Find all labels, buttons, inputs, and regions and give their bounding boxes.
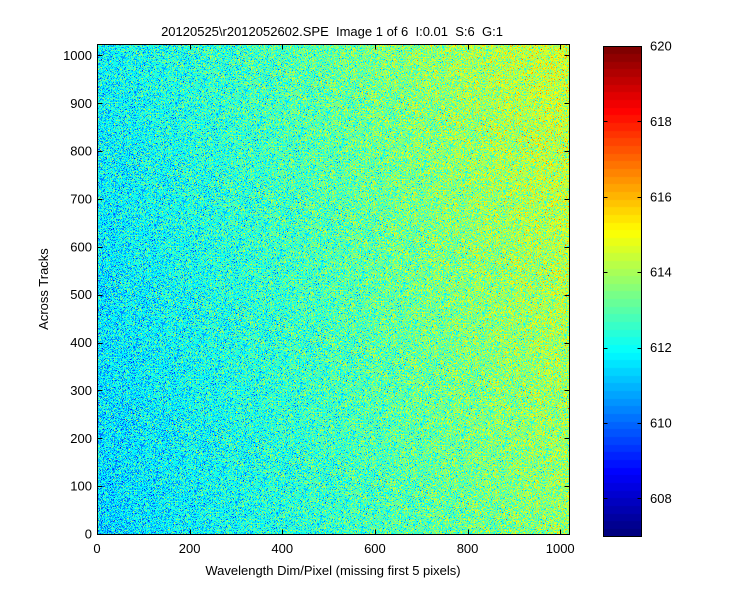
y-tick-label: 900 — [70, 96, 92, 111]
colorbar-tick-label: 610 — [650, 415, 672, 430]
chart-title: 20120525\r2012052602.SPE Image 1 of 6 I:… — [161, 24, 503, 39]
y-tick-label: 600 — [70, 239, 92, 254]
y-tick-label: 400 — [70, 335, 92, 350]
colorbar-tick-label: 618 — [650, 114, 672, 129]
colorbar — [603, 46, 641, 536]
y-tick-label: 300 — [70, 383, 92, 398]
colorbar-tick-label: 614 — [650, 265, 672, 280]
y-tick-label: 500 — [70, 287, 92, 302]
heatmap-plot — [97, 44, 569, 534]
x-axis-label: Wavelength Dim/Pixel (missing first 5 pi… — [205, 563, 460, 578]
x-tick-label: 1000 — [546, 541, 575, 556]
x-tick-label: 0 — [93, 541, 100, 556]
colorbar-tick-label: 612 — [650, 340, 672, 355]
colorbar-tick-label: 616 — [650, 189, 672, 204]
y-tick-label: 200 — [70, 431, 92, 446]
x-tick-label: 800 — [457, 541, 479, 556]
colorbar-tick-label: 620 — [650, 39, 672, 54]
y-tick-label: 100 — [70, 479, 92, 494]
y-tick-label: 700 — [70, 192, 92, 207]
colorbar-ticks: 608 610 612 614 616 618 620 — [650, 39, 672, 506]
y-axis-ticks: 0 100 200 300 400 500 600 700 800 900 1000 — [63, 48, 92, 542]
x-tick-label: 400 — [271, 541, 293, 556]
colorbar-tick-label: 608 — [650, 491, 672, 506]
y-tick-label: 1000 — [63, 48, 92, 63]
y-axis-label: Across Tracks — [36, 248, 51, 330]
y-tick-label: 800 — [70, 144, 92, 159]
x-tick-label: 200 — [179, 541, 201, 556]
x-axis-ticks: 0 200 400 600 800 1000 — [93, 541, 574, 556]
y-tick-label: 0 — [85, 527, 92, 542]
x-tick-label: 600 — [364, 541, 386, 556]
